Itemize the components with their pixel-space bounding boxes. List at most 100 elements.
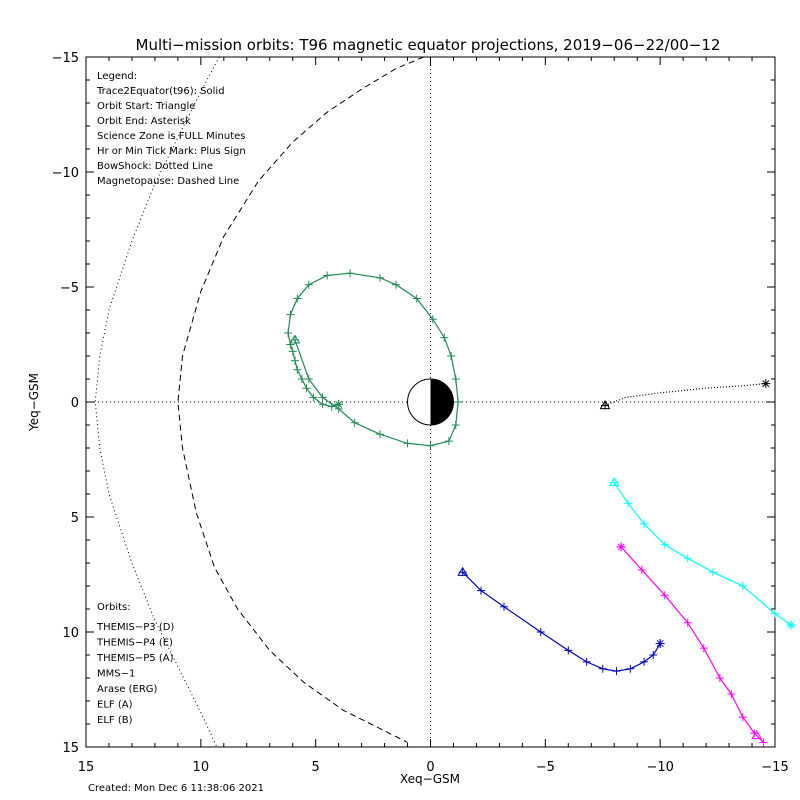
x-tick-label: −15 — [761, 760, 788, 775]
legend-note: BowShock: Dotted Line — [97, 161, 213, 172]
tick-mark-point — [318, 393, 327, 402]
tick-mark-point — [403, 439, 412, 448]
x-axis-label: Xeq−GSM — [400, 772, 460, 786]
orbit-start-point — [289, 334, 301, 344]
tick-mark-point — [738, 582, 747, 590]
tick-mark-point — [499, 602, 508, 611]
tick-mark-point — [771, 609, 779, 618]
tick-mark-point — [286, 310, 295, 319]
orbit-line — [613, 482, 792, 626]
tick-mark-point — [660, 591, 669, 600]
tick-mark-point — [708, 568, 717, 577]
tick-mark-point — [293, 365, 302, 374]
legend-note: Legend: — [97, 71, 137, 82]
tick-mark-point — [683, 554, 692, 563]
tick-mark-point — [536, 628, 545, 636]
y-tick-label: −10 — [52, 166, 79, 181]
tick-mark-point — [426, 441, 435, 450]
tick-mark-point — [297, 375, 306, 383]
tick-mark-point — [759, 738, 768, 747]
tick-mark-point — [738, 713, 747, 722]
x-tick-labels: 15 10 5 0 −5 −10 −15 — [78, 760, 789, 775]
tick-mark-point — [683, 618, 692, 627]
orbit-track-group — [599, 379, 771, 410]
tick-mark-point — [477, 586, 486, 595]
tick-mark-point — [451, 375, 460, 383]
tick-mark-point — [350, 418, 359, 427]
tick-mark-point — [582, 657, 591, 666]
orbit-start-point — [608, 477, 620, 487]
orbit-line — [620, 546, 764, 743]
tick-mark-point — [640, 657, 649, 666]
tick-mark-point — [302, 384, 311, 393]
tick-mark-point — [375, 273, 384, 282]
orbit-start-point — [457, 566, 469, 576]
tick-mark-point — [392, 280, 401, 289]
tick-mark-point — [598, 664, 607, 673]
legend-notes: Legend: Trace2Equator(t96): Solid Orbit St… — [96, 71, 246, 187]
orbit-tracks — [284, 269, 796, 747]
x-tick-label: 15 — [78, 760, 95, 775]
orbit-start-point — [751, 730, 763, 740]
legend-note: Magnetopause: Dashed Line — [97, 176, 239, 187]
tick-mark-point — [412, 294, 421, 303]
orbit-start-point — [599, 399, 611, 410]
orbit-line — [287, 272, 459, 447]
tick-mark-point — [637, 565, 646, 574]
tick-mark-point — [715, 674, 724, 682]
orbit-legend: Orbits: THEMIS−P3 (D) THEMIS−P4 (E) THEMIS−… — [96, 602, 174, 726]
orbit-track-group — [608, 477, 796, 630]
y-tick-labels: −15 −10 −5 0 5 10 15 — [52, 51, 79, 756]
x-tick-label: 0 — [426, 760, 434, 775]
orbit-track-group — [616, 542, 768, 747]
tick-mark-point — [323, 271, 332, 280]
tick-mark-point — [451, 421, 460, 429]
tick-mark-point — [375, 430, 384, 439]
tick-mark-point — [286, 340, 295, 349]
earth-night-side — [430, 379, 454, 425]
tick-mark-point — [318, 400, 327, 409]
legend-note: Orbit End: Asterisk — [97, 116, 191, 127]
orbit-legend-entry: THEMIS−P4 (E) — [96, 638, 173, 649]
x-tick-label: −5 — [536, 760, 555, 775]
tick-mark-point — [447, 352, 456, 360]
orbit-legend-entry: ELF (A) — [97, 700, 133, 711]
orbit-end-point — [655, 639, 665, 648]
y-tick-label: 10 — [62, 626, 79, 641]
tick-mark-point — [660, 540, 669, 549]
axis-ticks — [85, 56, 776, 748]
tick-mark-point — [304, 375, 313, 383]
tick-mark-point — [699, 644, 708, 653]
y-tick-label: −5 — [60, 281, 79, 296]
tick-mark-point — [564, 646, 573, 655]
orbit-end-point — [786, 620, 796, 630]
orbit-legend-entry: MMS−1 — [97, 669, 135, 680]
tick-mark-point — [327, 402, 336, 411]
y-tick-label: −15 — [52, 51, 79, 66]
orbit-line — [604, 383, 766, 406]
orbit-track-group — [457, 566, 665, 676]
x-tick-label: 10 — [193, 760, 210, 775]
tick-mark-point — [288, 347, 297, 356]
tick-mark-point — [440, 333, 449, 342]
tick-mark-point — [444, 437, 453, 446]
tick-mark-point — [454, 398, 463, 406]
tick-mark-point — [624, 499, 633, 508]
legend-note: Hr or Min Tick Mark: Plus Sign — [97, 146, 246, 157]
orbit-legend-entry: THEMIS−P5 (A) — [96, 653, 174, 664]
x-tick-label: −10 — [646, 760, 673, 775]
y-tick-label: 5 — [71, 511, 79, 526]
boundary-curves — [94, 56, 424, 748]
tick-mark-point — [309, 393, 318, 402]
chart-title: Multi−mission orbits: T96 magnetic equat… — [136, 36, 721, 54]
x-tick-label: 5 — [312, 760, 320, 775]
orbit-track-group — [284, 269, 463, 450]
tick-mark-point — [290, 356, 299, 365]
y-tick-label: 0 — [71, 396, 79, 411]
orbit-line — [462, 571, 661, 672]
y-axis-label: Yeq−GSM — [27, 373, 41, 432]
orbit-legend-entry: ELF (B) — [97, 715, 133, 726]
legend-note: Science Zone is FULL Minutes — [97, 131, 246, 142]
tick-mark-point — [293, 294, 302, 303]
